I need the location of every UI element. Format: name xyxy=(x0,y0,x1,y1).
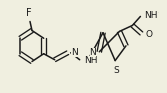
Text: NH: NH xyxy=(144,11,158,20)
Text: F: F xyxy=(26,8,32,17)
Text: N: N xyxy=(90,48,96,57)
Text: N: N xyxy=(71,48,78,57)
Text: S: S xyxy=(113,66,119,75)
Text: O: O xyxy=(145,30,152,39)
Text: NH: NH xyxy=(84,56,97,65)
